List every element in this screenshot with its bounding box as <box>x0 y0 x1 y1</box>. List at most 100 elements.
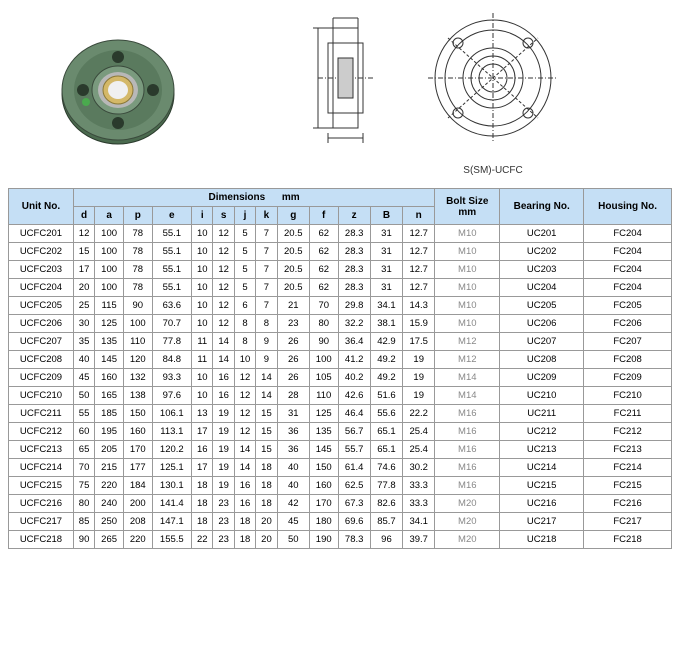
cell-a: 215 <box>95 459 124 477</box>
cell-g: 26 <box>277 351 309 369</box>
cell-unit: UCFC213 <box>9 441 74 459</box>
cell-a: 145 <box>95 351 124 369</box>
cell-i: 18 <box>192 495 213 513</box>
th-bearing-no: Bearing No. <box>500 189 584 225</box>
cell-f: 62 <box>309 279 338 297</box>
cell-z: 36.4 <box>338 333 370 351</box>
cell-z: 78.3 <box>338 531 370 549</box>
cell-B: 65.1 <box>370 441 402 459</box>
cell-n: 34.1 <box>403 513 435 531</box>
cell-k: 7 <box>256 261 277 279</box>
cell-unit: UCFC202 <box>9 243 74 261</box>
cell-B: 51.6 <box>370 387 402 405</box>
cell-bolt: M10 <box>435 279 500 297</box>
cell-i: 18 <box>192 477 213 495</box>
cell-j: 6 <box>234 297 255 315</box>
cell-bearing: UC215 <box>500 477 584 495</box>
table-row: UCFC204201007855.110125720.56228.33112.7… <box>9 279 672 297</box>
cell-k: 18 <box>256 459 277 477</box>
cell-g: 40 <box>277 477 309 495</box>
cell-p: 200 <box>123 495 152 513</box>
cell-i: 13 <box>192 405 213 423</box>
cell-d: 25 <box>73 297 94 315</box>
cell-p: 120 <box>123 351 152 369</box>
cell-z: 56.7 <box>338 423 370 441</box>
cell-p: 78 <box>123 279 152 297</box>
cell-unit: UCFC209 <box>9 369 74 387</box>
cell-n: 15.9 <box>403 315 435 333</box>
cell-e: 147.1 <box>152 513 192 531</box>
cell-s: 23 <box>213 513 234 531</box>
cell-p: 220 <box>123 531 152 549</box>
cell-k: 8 <box>256 315 277 333</box>
cell-d: 17 <box>73 261 94 279</box>
th-dimensions: Dimensions mm <box>73 189 434 207</box>
cell-bolt: M10 <box>435 315 500 333</box>
cell-bearing: UC211 <box>500 405 584 423</box>
cell-g: 50 <box>277 531 309 549</box>
cell-bolt: M16 <box>435 423 500 441</box>
cell-p: 90 <box>123 297 152 315</box>
cell-housing: FC213 <box>584 441 672 459</box>
cell-B: 31 <box>370 225 402 243</box>
cell-z: 40.2 <box>338 369 370 387</box>
cell-bolt: M10 <box>435 243 500 261</box>
cell-z: 67.3 <box>338 495 370 513</box>
front-view-drawing: S(SM)-UCFC <box>418 8 568 176</box>
cell-a: 205 <box>95 441 124 459</box>
cell-n: 12.7 <box>403 225 435 243</box>
cell-f: 62 <box>309 225 338 243</box>
cell-s: 16 <box>213 387 234 405</box>
cell-g: 26 <box>277 333 309 351</box>
cell-f: 80 <box>309 315 338 333</box>
cell-housing: FC215 <box>584 477 672 495</box>
cell-i: 18 <box>192 513 213 531</box>
cell-d: 50 <box>73 387 94 405</box>
th-j: j <box>234 207 255 225</box>
cell-j: 8 <box>234 315 255 333</box>
cell-e: 125.1 <box>152 459 192 477</box>
cell-a: 115 <box>95 297 124 315</box>
cell-s: 14 <box>213 351 234 369</box>
cell-a: 220 <box>95 477 124 495</box>
th-f: f <box>309 207 338 225</box>
th-k: k <box>256 207 277 225</box>
table-row: UCFC205251159063.6101267217029.834.114.3… <box>9 297 672 315</box>
table-row: UCFC2073513511077.8111489269036.442.917.… <box>9 333 672 351</box>
cell-a: 125 <box>95 315 124 333</box>
cell-g: 36 <box>277 423 309 441</box>
cell-unit: UCFC217 <box>9 513 74 531</box>
cell-housing: FC208 <box>584 351 672 369</box>
cell-j: 5 <box>234 225 255 243</box>
cell-e: 55.1 <box>152 243 192 261</box>
cell-housing: FC204 <box>584 279 672 297</box>
cell-s: 19 <box>213 477 234 495</box>
cell-s: 16 <box>213 369 234 387</box>
cell-d: 55 <box>73 405 94 423</box>
cell-i: 10 <box>192 261 213 279</box>
cell-e: 130.1 <box>152 477 192 495</box>
table-row: UCFC21155185150106.1131912153112546.455.… <box>9 405 672 423</box>
cell-f: 110 <box>309 387 338 405</box>
cell-j: 14 <box>234 441 255 459</box>
cell-k: 7 <box>256 297 277 315</box>
cell-f: 125 <box>309 405 338 423</box>
cell-p: 78 <box>123 225 152 243</box>
cell-k: 14 <box>256 369 277 387</box>
cell-g: 20.5 <box>277 225 309 243</box>
cell-bolt: M14 <box>435 387 500 405</box>
cell-unit: UCFC211 <box>9 405 74 423</box>
cell-k: 14 <box>256 387 277 405</box>
cell-d: 65 <box>73 441 94 459</box>
cell-B: 34.1 <box>370 297 402 315</box>
cell-g: 42 <box>277 495 309 513</box>
cell-j: 10 <box>234 351 255 369</box>
cell-e: 55.1 <box>152 261 192 279</box>
cell-k: 7 <box>256 225 277 243</box>
cell-e: 141.4 <box>152 495 192 513</box>
top-image-row: S(SM)-UCFC <box>8 8 672 176</box>
cell-s: 14 <box>213 333 234 351</box>
cell-bearing: UC207 <box>500 333 584 351</box>
cell-e: 93.3 <box>152 369 192 387</box>
cell-g: 28 <box>277 387 309 405</box>
